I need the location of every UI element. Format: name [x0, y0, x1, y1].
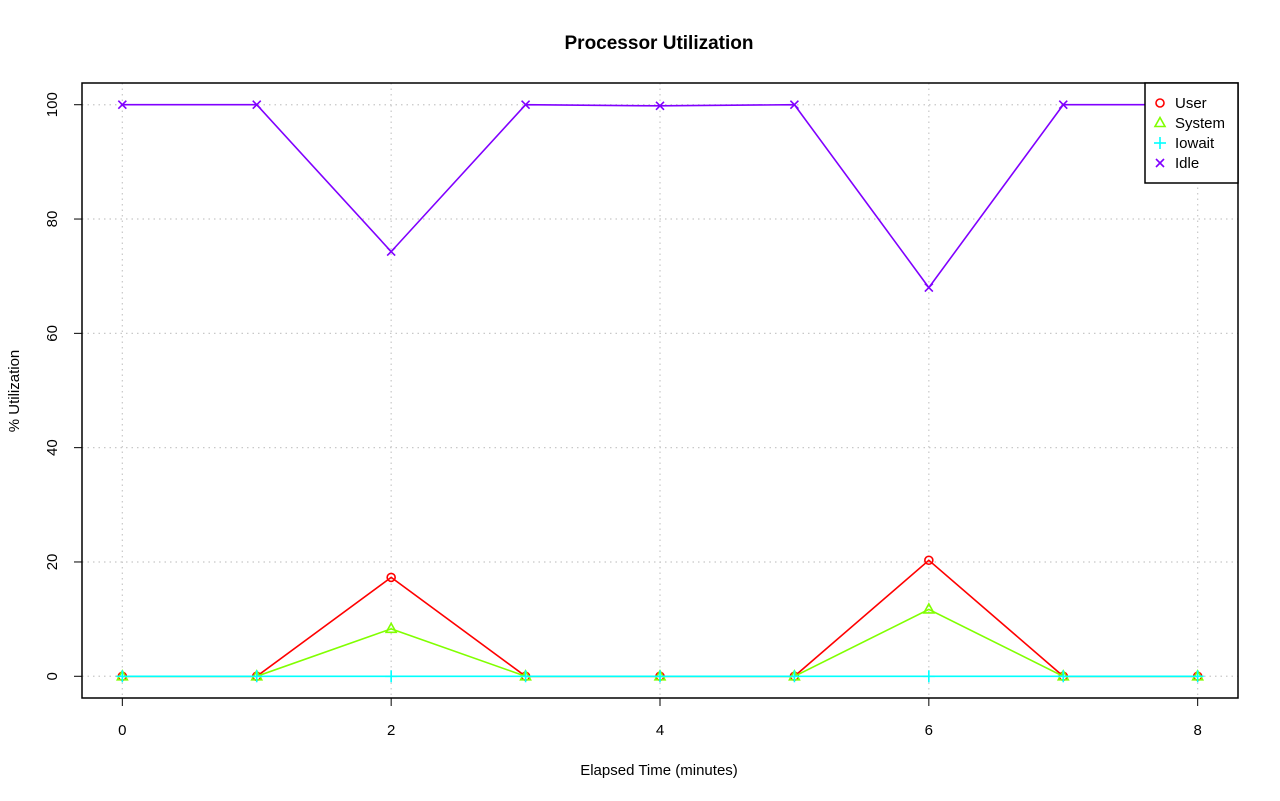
legend-label-system: System: [1175, 115, 1225, 132]
legend-label-iowait: Iowait: [1175, 135, 1215, 152]
legend-item-idle: Idle: [1155, 155, 1199, 172]
y-tick-label: 0: [44, 672, 61, 680]
legend-marker-user: [1155, 98, 1165, 108]
legend-label-user: User: [1175, 95, 1207, 112]
data-point-iowait: [519, 670, 532, 683]
data-point-idle: [521, 100, 531, 110]
data-point-idle: [655, 101, 665, 111]
legend-marker-iowait: [1154, 137, 1166, 149]
x-tick-label: 0: [118, 722, 126, 739]
data-point-iowait: [922, 670, 935, 683]
legend-item-user: User: [1155, 95, 1207, 112]
data-point-idle: [924, 283, 934, 293]
data-point-idle: [252, 100, 262, 110]
legend-marker-system: [1153, 115, 1167, 128]
x-tick-label: 6: [925, 722, 933, 739]
data-point-user: [386, 572, 396, 583]
y-tick-label: 80: [44, 211, 61, 228]
y-tick-label: 40: [44, 439, 61, 456]
y-axis-label: % Utilization: [6, 350, 23, 433]
data-point-iowait: [385, 670, 398, 683]
data-point-system: [384, 621, 398, 634]
y-tick-label: 100: [44, 92, 61, 117]
legend-item-iowait: Iowait: [1154, 135, 1215, 152]
legend-label-idle: Idle: [1175, 155, 1199, 172]
data-point-user: [924, 555, 934, 566]
series-line-user: [122, 559, 1198, 678]
legend: User System Iowait Idle: [1144, 82, 1239, 184]
legend-item-system: System: [1153, 115, 1225, 132]
data-point-idle: [1058, 100, 1068, 110]
grid-lines: [82, 83, 1238, 698]
chart-title: Processor Utilization: [565, 33, 754, 54]
data-point-iowait: [654, 670, 666, 683]
legend-marker-idle: [1155, 158, 1165, 168]
y-tick-label: 60: [44, 325, 61, 342]
data-point-iowait: [250, 670, 263, 683]
x-axis-label: Elapsed Time (minutes): [580, 762, 738, 779]
data-point-system: [922, 602, 936, 614]
y-tick-label: 20: [44, 554, 61, 571]
data-point-idle: [386, 247, 396, 257]
plot-frame: [81, 82, 1239, 699]
data-point-iowait: [1191, 670, 1204, 683]
data-point-idle: [789, 100, 799, 110]
data-point-iowait: [788, 670, 801, 683]
data-point-iowait: [116, 670, 129, 683]
series-layer: [115, 100, 1205, 683]
data-point-idle: [117, 100, 127, 110]
x-tick-label: 8: [1194, 722, 1202, 739]
x-tick-label: 2: [387, 722, 395, 739]
data-point-iowait: [1057, 670, 1070, 683]
x-tick-label: 4: [656, 722, 664, 739]
